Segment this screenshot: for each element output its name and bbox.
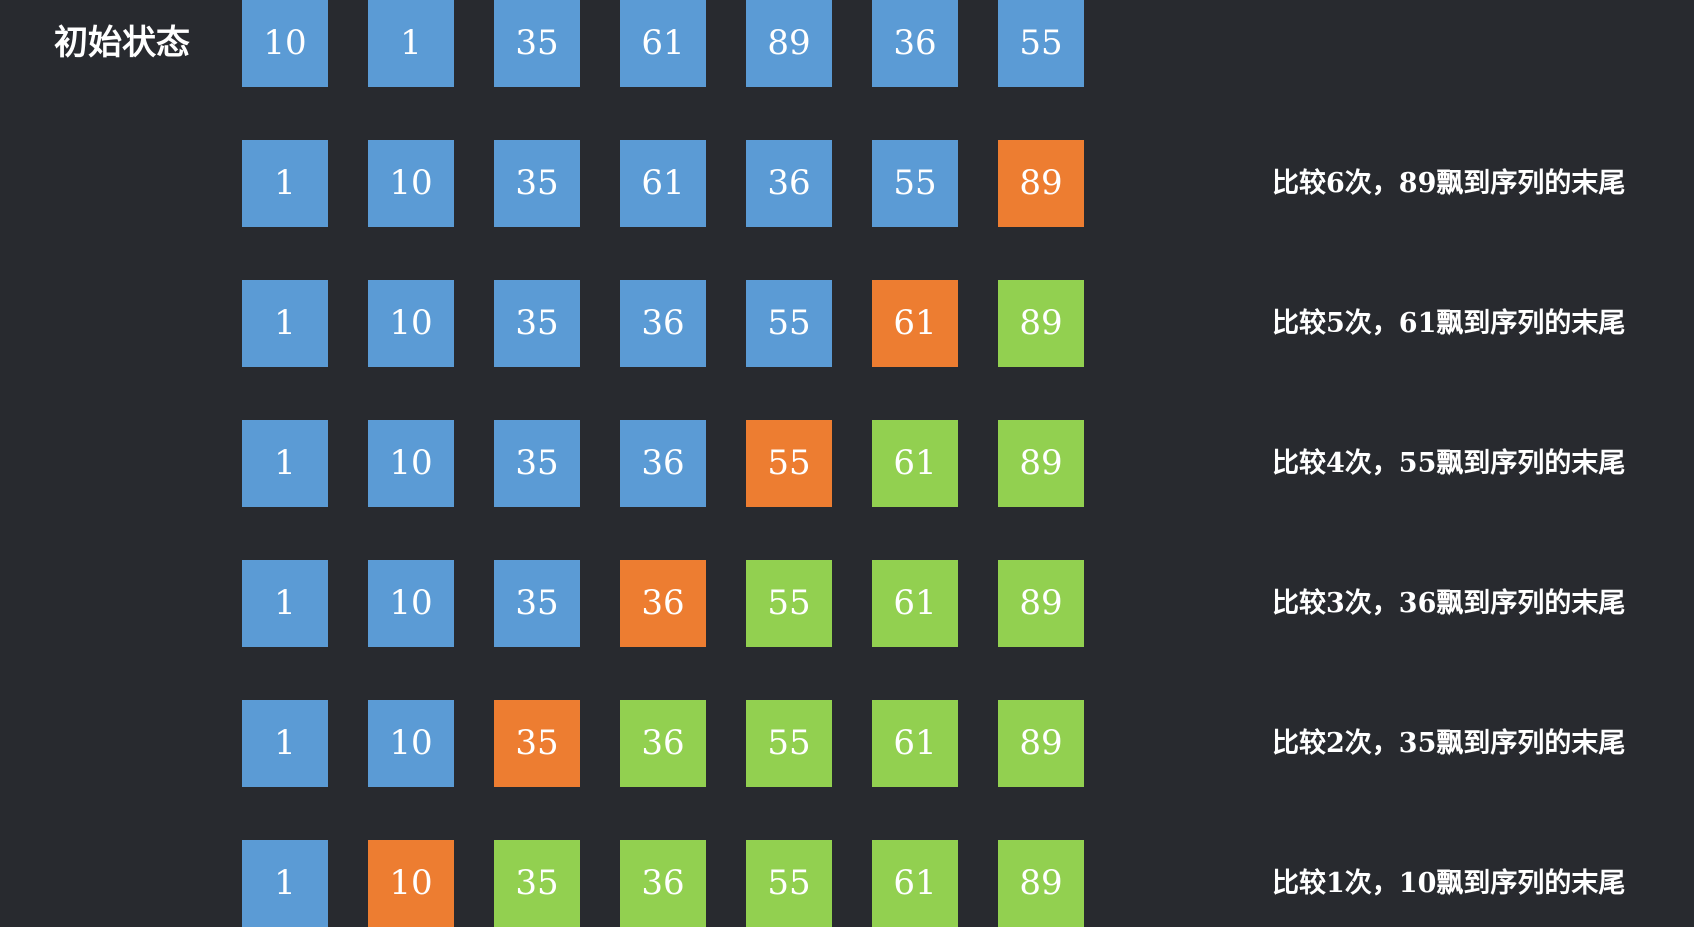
pass-caption: 比较5次，61飘到序列的末尾 <box>1272 308 1626 339</box>
array-cell-sorted: 61 <box>872 420 958 507</box>
array-cell-moving: 61 <box>872 280 958 367</box>
array-cell-default: 61 <box>620 0 706 87</box>
array-cell-default: 10 <box>368 560 454 647</box>
array-cell-moving: 55 <box>746 420 832 507</box>
array-cell-default: 1 <box>242 280 328 367</box>
array-cell-default: 55 <box>872 140 958 227</box>
array-cell-sorted: 61 <box>872 700 958 787</box>
array-cell-default: 10 <box>368 140 454 227</box>
array-cell-default: 10 <box>368 700 454 787</box>
array-cell-default: 10 <box>368 280 454 367</box>
pass-caption: 比较6次，89飘到序列的末尾 <box>1272 168 1626 199</box>
array-cell-default: 1 <box>242 560 328 647</box>
pass-row-4: 1 10 35 36 55 61 89 比较3次，36飘到序列的末尾 <box>0 560 1694 647</box>
array-cell-moving: 36 <box>620 560 706 647</box>
array-cell-sorted: 61 <box>872 560 958 647</box>
array-cell-sorted: 89 <box>998 700 1084 787</box>
array-cell-default: 35 <box>494 560 580 647</box>
array-cell-moving: 10 <box>368 840 454 927</box>
array-cell-default: 89 <box>746 0 832 87</box>
array-cell-sorted: 55 <box>746 700 832 787</box>
array-cell-sorted: 89 <box>998 280 1084 367</box>
array-cell-sorted: 36 <box>620 700 706 787</box>
pass-row-6: 1 10 35 36 55 61 89 比较1次，10飘到序列的末尾 <box>0 840 1694 927</box>
array-cell-sorted: 89 <box>998 840 1084 927</box>
array-cell-default: 35 <box>494 0 580 87</box>
array-cell-default: 10 <box>242 0 328 87</box>
array-cell-sorted: 89 <box>998 560 1084 647</box>
pass-caption: 比较1次，10飘到序列的末尾 <box>1272 868 1626 899</box>
pass-caption: 比较4次，55飘到序列的末尾 <box>1272 448 1626 479</box>
array-cell-moving: 35 <box>494 700 580 787</box>
array-cell-sorted: 35 <box>494 840 580 927</box>
array-cell-sorted: 89 <box>998 420 1084 507</box>
array-cell-default: 1 <box>242 700 328 787</box>
array-cell-default: 36 <box>620 280 706 367</box>
pass-row-5: 1 10 35 36 55 61 89 比较2次，35飘到序列的末尾 <box>0 700 1694 787</box>
array-cell-default: 10 <box>368 420 454 507</box>
array-cell-default: 1 <box>242 140 328 227</box>
array-cell-moving: 89 <box>998 140 1084 227</box>
array-cell-sorted: 55 <box>746 840 832 927</box>
row-label: 初始状态 <box>54 23 190 63</box>
array-cell-default: 61 <box>620 140 706 227</box>
pass-caption: 比较3次，36飘到序列的末尾 <box>1272 588 1626 619</box>
pass-row-1: 1 10 35 61 36 55 89 比较6次，89飘到序列的末尾 <box>0 140 1694 227</box>
array-cell-default: 35 <box>494 420 580 507</box>
array-cell-default: 1 <box>368 0 454 87</box>
array-cell-default: 36 <box>746 140 832 227</box>
array-cell-default: 55 <box>746 280 832 367</box>
pass-caption: 比较2次，35飘到序列的末尾 <box>1272 728 1626 759</box>
array-cell-default: 35 <box>494 280 580 367</box>
array-cell-default: 55 <box>998 0 1084 87</box>
array-cell-default: 35 <box>494 140 580 227</box>
array-cell-default: 1 <box>242 840 328 927</box>
array-cell-sorted: 61 <box>872 840 958 927</box>
array-cell-default: 1 <box>242 420 328 507</box>
array-cell-default: 36 <box>620 420 706 507</box>
pass-row-3: 1 10 35 36 55 61 89 比较4次，55飘到序列的末尾 <box>0 420 1694 507</box>
pass-row-2: 1 10 35 36 55 61 89 比较5次，61飘到序列的末尾 <box>0 280 1694 367</box>
array-cell-sorted: 36 <box>620 840 706 927</box>
initial-state-row: 初始状态 10 1 35 61 89 36 55 <box>0 0 1694 87</box>
array-cell-sorted: 55 <box>746 560 832 647</box>
array-cell-default: 36 <box>872 0 958 87</box>
